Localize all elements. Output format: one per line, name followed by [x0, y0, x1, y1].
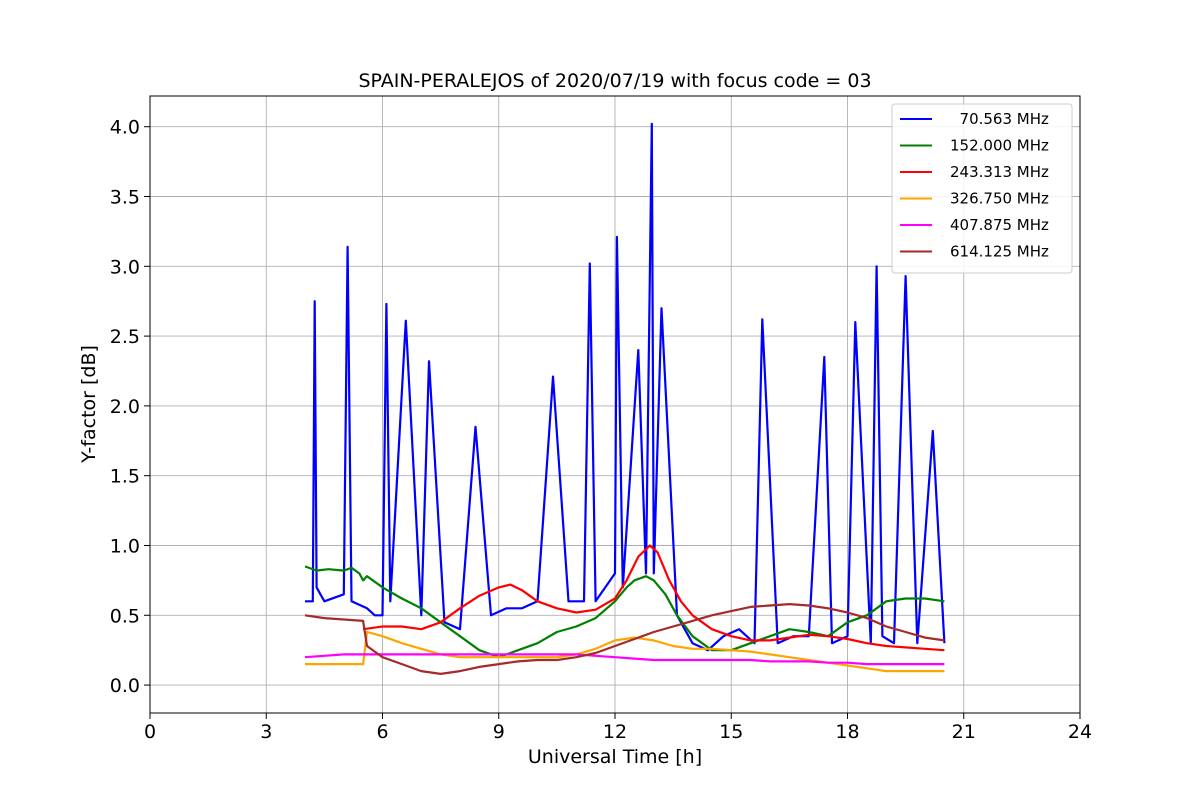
- y-tick-label: 1.5: [110, 466, 140, 488]
- y-tick-label: 3.0: [110, 256, 140, 278]
- legend-label: 407.875 MHz: [950, 216, 1049, 234]
- x-tick-label: 21: [952, 721, 976, 743]
- y-tick-label: 2.5: [110, 326, 140, 348]
- series-line: [305, 122, 946, 652]
- x-tick-label: 9: [493, 721, 505, 743]
- x-tick-label: 24: [1068, 721, 1092, 743]
- series-line: [362, 544, 945, 652]
- x-tick-label: 3: [260, 721, 272, 743]
- series-group: [304, 122, 946, 676]
- y-axis-label: Y-factor [dB]: [78, 345, 100, 464]
- legend-label: 614.125 MHz: [950, 243, 1049, 261]
- y-tick-label: 1.0: [110, 535, 140, 557]
- legend-label: 326.750 MHz: [950, 190, 1049, 208]
- legend: 70.563 MHz 152.000 MHz 243.313 MHz 326.750 …: [891, 103, 1073, 274]
- legend-label: 152.000 MHz: [950, 137, 1049, 155]
- legend-label: 243.313 MHz: [950, 163, 1049, 181]
- chart-title: SPAIN-PERALEJOS of 2020/07/19 with focus…: [358, 70, 871, 92]
- legend-label: 70.563 MHz: [950, 110, 1049, 128]
- x-axis-label: Universal Time [h]: [528, 746, 702, 768]
- x-tick-label: 12: [603, 721, 627, 743]
- legend-box: [891, 103, 1073, 274]
- series-line: [304, 653, 945, 666]
- y-tick-label: 3.5: [110, 187, 140, 209]
- x-tick-label: 15: [719, 721, 743, 743]
- series-line: [304, 565, 945, 659]
- x-tick-label: 0: [144, 721, 156, 743]
- x-tick-label: 18: [835, 721, 859, 743]
- y-tick-label: 0.5: [110, 605, 140, 627]
- y-tick-label: 0.0: [110, 675, 140, 697]
- series-line: [304, 602, 945, 676]
- y-tick-label: 4.0: [110, 117, 140, 139]
- x-tick-label: 6: [376, 721, 388, 743]
- y-tick-label: 2.0: [110, 396, 140, 418]
- ticks: 0 3 6 9 12 15 18 21 24 0.0 0.5 1.0 1.5 2.0 2.5 3.0 3.5 4.…: [110, 117, 1092, 743]
